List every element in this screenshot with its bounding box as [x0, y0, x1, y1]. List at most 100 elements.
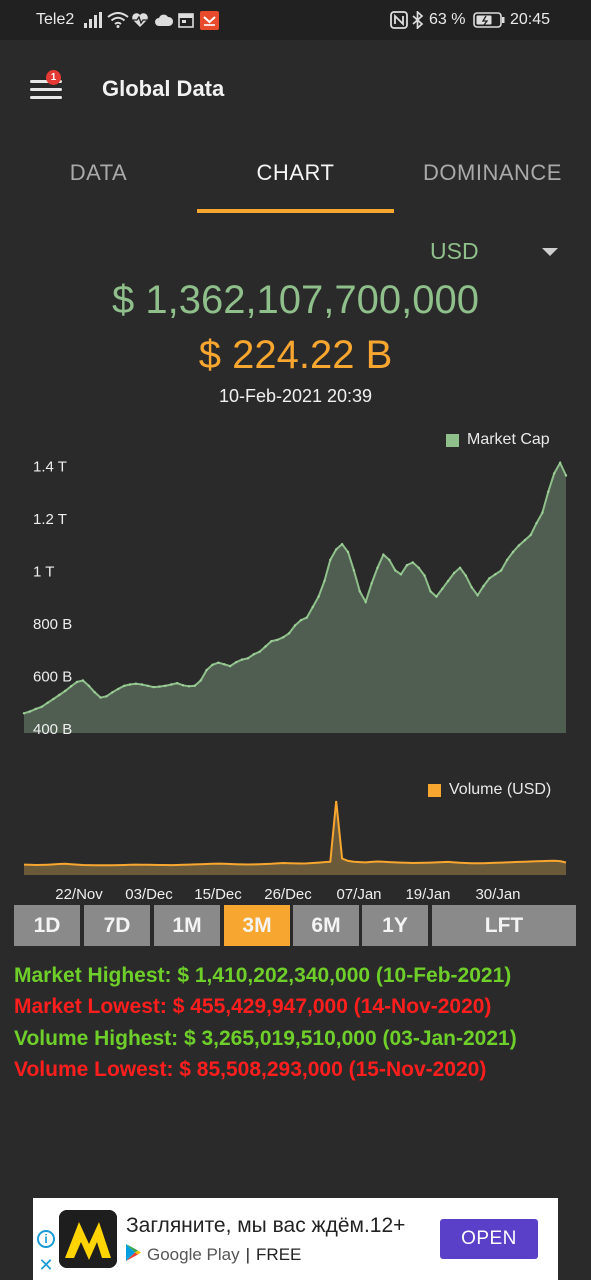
- chevron-down-icon[interactable]: [542, 248, 558, 256]
- status-bar: Tele2 63 % 20:45: [0, 0, 591, 40]
- y-tick-label: 800 B: [33, 616, 72, 633]
- currency-select[interactable]: USD: [430, 238, 479, 264]
- volume-line: [23, 800, 567, 867]
- market-cap-point: [564, 474, 568, 477]
- market-highest: Market Highest: $ 1,410,202,340,000 (10-…: [14, 964, 512, 987]
- tab-dominance[interactable]: DOMINANCE: [423, 160, 562, 185]
- market-cap-point: [417, 566, 420, 569]
- market-cap-point: [264, 645, 267, 648]
- market-cap-point: [452, 571, 456, 575]
- market-cap-point: [335, 548, 338, 551]
- market-cap-point: [111, 691, 114, 694]
- market-cap-point: [87, 684, 91, 687]
- market-cap-point: [423, 574, 426, 577]
- market-cap-point: [541, 511, 544, 514]
- market-cap-point: [523, 539, 526, 542]
- market-cap-point: [123, 684, 126, 687]
- market-cap-point: [28, 710, 32, 713]
- legend-label: Volume (USD): [449, 781, 552, 798]
- x-tick-label: 15/Dec: [194, 886, 242, 903]
- market-cap-point: [193, 684, 196, 687]
- market-cap-point: [476, 594, 479, 597]
- ad-banner[interactable]: Загляните, мы вас ждём.12+ Google Play |…: [33, 1198, 558, 1280]
- market-cap-point: [287, 632, 291, 635]
- market-cap-point: [134, 682, 138, 685]
- google-play-icon: [126, 1244, 141, 1266]
- ad-price: FREE: [256, 1245, 302, 1264]
- market-cap-point: [164, 684, 167, 687]
- market-cap-point: [505, 558, 509, 562]
- market-cap-point: [535, 522, 538, 525]
- market-cap-point: [176, 682, 179, 685]
- market-cap-point: [234, 661, 238, 664]
- volume-highest: Volume Highest: $ 3,265,019,510,000 (03-…: [14, 1027, 517, 1050]
- market-cap-point: [500, 569, 503, 572]
- volume-chart[interactable]: Volume (USD) 22/Nov 03/Dec 15/Dec 26/Dec 07/…: [0, 775, 591, 905]
- volume-lowest: Volume Lowest: $ 85,508,293,000 (15-Nov-…: [14, 1058, 487, 1081]
- market-cap-point: [529, 533, 532, 537]
- wifi-icon: [107, 10, 129, 30]
- heart-rate-icon: [131, 10, 149, 30]
- market-cap-point: [81, 679, 85, 682]
- range-lifetime-button[interactable]: LFT: [432, 905, 576, 946]
- market-cap-legend: Market Cap: [446, 431, 550, 449]
- calendar-icon: [178, 10, 194, 30]
- market-cap-chart[interactable]: Market Cap 1.4 T 1.2 T 1 T 800 B 600 B 400 B: [0, 425, 591, 745]
- battery-icon: [473, 10, 505, 30]
- market-cap-point: [488, 577, 491, 580]
- ad-close-icon[interactable]: ✕: [38, 1255, 54, 1275]
- market-cap-point: [352, 569, 356, 572]
- menu-button[interactable]: 1: [26, 70, 66, 106]
- tab-bar: DATA CHART DOMINANCE: [0, 135, 591, 213]
- ad-open-button[interactable]: OPEN: [440, 1219, 538, 1259]
- tab-data[interactable]: DATA: [69, 160, 128, 185]
- market-cap-point: [376, 566, 379, 569]
- market-cap-point: [128, 683, 132, 686]
- ad-store-info: Google Play | FREE: [126, 1244, 301, 1266]
- app-bar: 1 Global Data: [0, 40, 591, 135]
- market-cap-point: [158, 685, 161, 688]
- market-cap-point: [181, 684, 185, 687]
- last-updated-timestamp: 10-Feb-2021 20:39: [218, 386, 373, 406]
- range-1d-button[interactable]: 1D: [14, 905, 80, 946]
- volume-value: $ 224.22 B: [198, 333, 393, 377]
- market-cap-point: [282, 636, 285, 639]
- market-cap-point: [69, 685, 73, 688]
- market-cap-point: [441, 587, 444, 590]
- volume-plot: 22/Nov 03/Dec 15/Dec 26/Dec 07/Jan 19/Jan 30/J…: [23, 800, 567, 903]
- range-6m-button[interactable]: 6M: [293, 905, 359, 946]
- market-cap-point: [93, 691, 96, 694]
- market-cap-point: [358, 590, 361, 593]
- market-cap-point: [52, 697, 55, 701]
- range-7d-button[interactable]: 7D: [84, 905, 150, 946]
- market-cap-point: [311, 605, 314, 609]
- active-tab-indicator: [197, 209, 394, 213]
- volume-legend: Volume (USD): [428, 781, 551, 799]
- y-tick-label: 1 T: [33, 563, 54, 580]
- ad-title[interactable]: Загляните, мы вас ждём.12+: [126, 1214, 406, 1237]
- market-cap-point: [447, 579, 450, 583]
- range-3m-button[interactable]: 3M: [224, 905, 290, 946]
- market-cap-point: [517, 544, 521, 547]
- nfc-icon: [390, 10, 408, 30]
- market-cap-point: [34, 707, 37, 711]
- x-tick-label: 03/Dec: [125, 886, 173, 903]
- market-cap-value: $ 1,362,107,700,000: [111, 278, 479, 322]
- time-range-selector: 1D 7D 1M 3M 6M 1Y LFT: [14, 905, 576, 946]
- market-cap-area: [24, 462, 566, 733]
- market-cap-point: [388, 558, 391, 562]
- market-lowest: Market Lowest: $ 455,429,947,000 (14-Nov…: [14, 995, 492, 1018]
- market-cap-point: [40, 705, 43, 708]
- notification-badge: 1: [46, 70, 61, 85]
- market-cap-point: [553, 472, 556, 475]
- market-cap-point: [170, 683, 173, 686]
- ad-info-icon[interactable]: i: [37, 1230, 55, 1248]
- market-cap-point: [470, 586, 473, 589]
- market-cap-point: [105, 695, 108, 698]
- tab-chart[interactable]: CHART: [256, 160, 335, 185]
- range-1y-button[interactable]: 1Y: [362, 905, 428, 946]
- range-1m-button[interactable]: 1M: [154, 905, 220, 946]
- x-tick-label: 07/Jan: [336, 886, 381, 903]
- market-cap-point: [22, 712, 26, 715]
- market-cap-point: [494, 573, 497, 576]
